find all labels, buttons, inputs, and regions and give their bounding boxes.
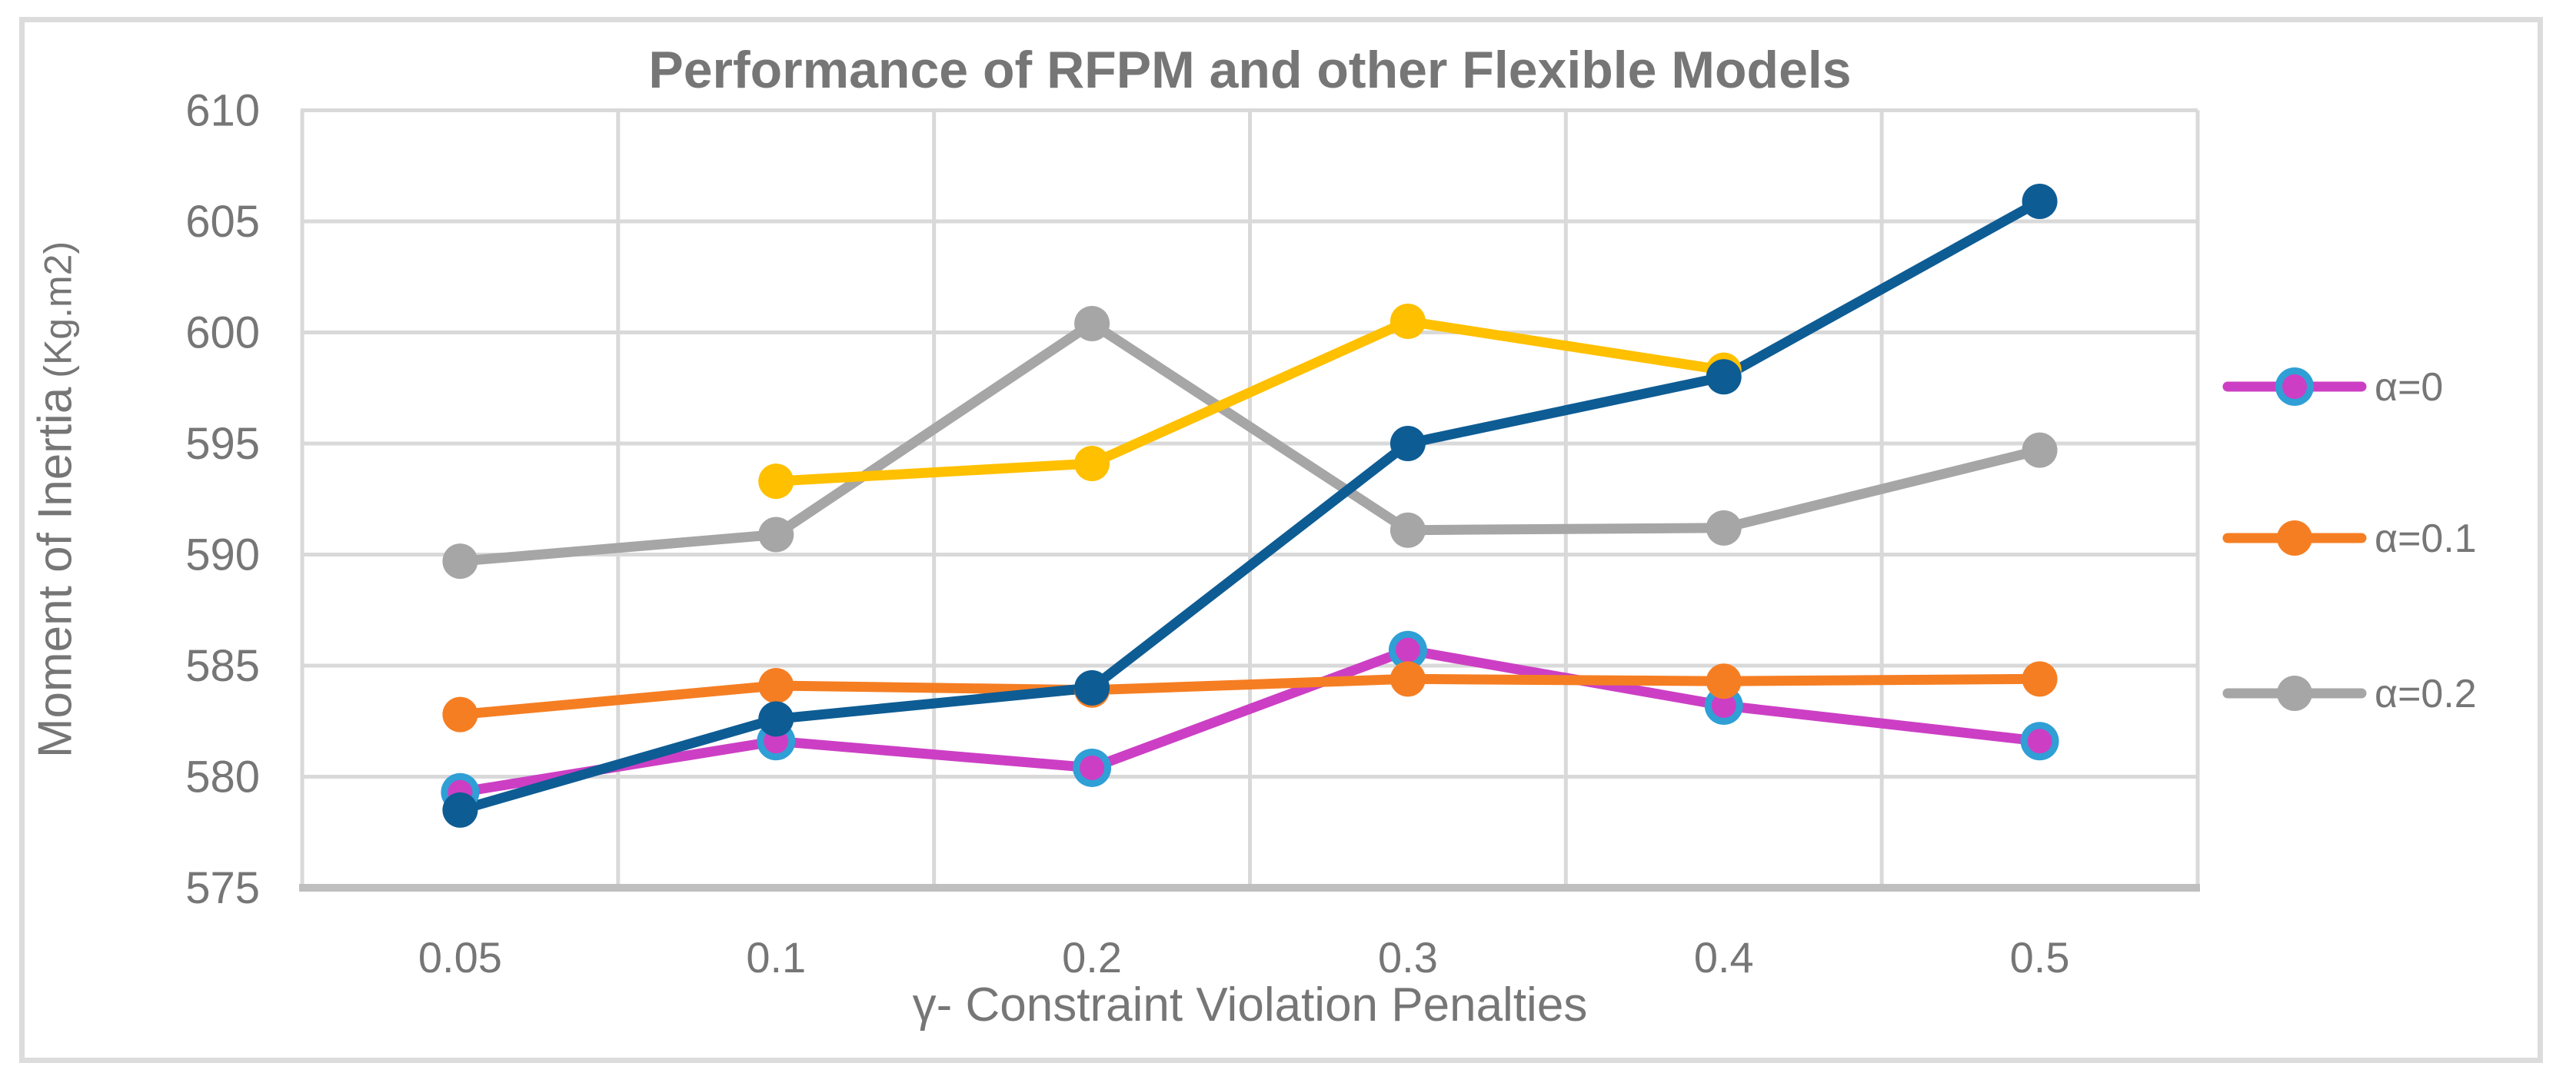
data-point-marker: [758, 517, 794, 553]
legend-item: α=0.2: [2222, 672, 2477, 716]
data-point-marker: [2282, 374, 2307, 399]
data-point-marker: [1390, 426, 1426, 461]
figure-border: [19, 17, 2543, 1063]
series-line-α=0: [454, 645, 2045, 798]
chart-title: Performance of RFPM and other Flexible M…: [648, 41, 1852, 99]
data-point-marker: [758, 668, 794, 704]
data-point-marker: [758, 701, 794, 737]
series-line-series-yellow: [770, 316, 1729, 487]
y-tick-label: 610: [185, 86, 260, 136]
data-point-marker: [2027, 729, 2052, 754]
y-tick-label: 580: [185, 752, 260, 802]
data-point-marker: [1711, 693, 1736, 719]
series-markers-α=0.2: [442, 305, 2058, 580]
x-tick-label: 0.2: [1062, 933, 1122, 982]
x-tick-label: 0.05: [418, 933, 502, 982]
series-line-α=0.1: [454, 673, 2045, 720]
data-point-marker: [1706, 663, 1742, 699]
data-point-marker: [2022, 661, 2058, 697]
x-axis-title: γ- Constraint Violation Penalties: [912, 978, 1588, 1032]
data-point-marker: [442, 543, 478, 580]
series-markers-series-navy: [442, 183, 2058, 828]
legend-label: α=0.2: [2375, 672, 2477, 716]
x-tick-label: 0.1: [746, 933, 806, 982]
data-point-marker: [1390, 512, 1426, 548]
legend-label: α=0.1: [2375, 517, 2477, 561]
series-line-series-navy: [454, 196, 2045, 816]
data-point-marker: [1706, 359, 1742, 395]
legend-label: α=0: [2375, 365, 2443, 410]
y-tick-label: 575: [185, 863, 260, 913]
x-tick-label: 0.5: [2010, 933, 2070, 982]
data-point-marker: [758, 463, 794, 500]
data-point-marker: [1074, 305, 1110, 341]
data-point-marker: [1706, 510, 1742, 546]
y-tick-label: 605: [185, 197, 260, 247]
data-point-marker: [2022, 432, 2058, 468]
y-tick-label: 595: [185, 419, 260, 469]
y-tick-label: 590: [185, 530, 260, 580]
y-tick-label: 600: [185, 308, 260, 358]
data-point-marker: [2277, 676, 2312, 711]
data-point-marker: [2022, 183, 2058, 219]
data-point-marker: [2277, 520, 2312, 556]
data-point-marker: [442, 696, 478, 733]
data-point-marker: [1395, 637, 1420, 663]
x-tick-label: 0.4: [1694, 933, 1754, 982]
series-line-α=0.2: [454, 318, 2045, 566]
data-point-marker: [442, 792, 478, 828]
data-point-marker: [1080, 755, 1105, 780]
data-point-marker: [1390, 661, 1426, 697]
data-point-marker: [1390, 304, 1426, 340]
x-tick-label: 0.3: [1378, 933, 1438, 982]
data-point-marker: [1074, 446, 1110, 482]
data-point-marker: [1074, 669, 1110, 706]
legend-item: α=0.1: [2222, 517, 2477, 561]
y-tick-label: 585: [185, 641, 260, 691]
legend-item: α=0: [2222, 365, 2443, 410]
